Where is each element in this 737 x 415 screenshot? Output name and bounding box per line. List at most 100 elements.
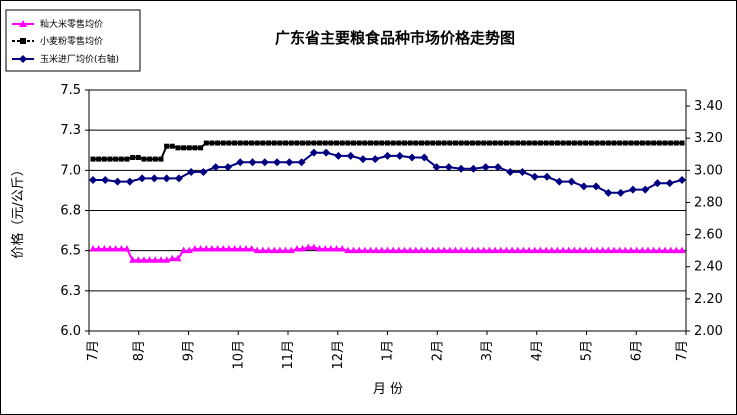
data-point bbox=[553, 246, 561, 254]
data-point bbox=[288, 140, 294, 146]
data-point bbox=[679, 140, 685, 146]
data-point bbox=[215, 140, 221, 146]
left-tick-label: 6.5 bbox=[60, 244, 81, 259]
data-point bbox=[277, 140, 283, 146]
data-point bbox=[481, 140, 487, 146]
data-point bbox=[548, 246, 556, 254]
data-point bbox=[423, 246, 431, 254]
data-point bbox=[259, 246, 267, 254]
data-point bbox=[208, 245, 216, 252]
data-point bbox=[644, 246, 652, 254]
data-point bbox=[219, 245, 227, 252]
data-point bbox=[316, 245, 324, 252]
data-point bbox=[611, 140, 617, 146]
data-point bbox=[579, 182, 588, 191]
data-point bbox=[384, 246, 391, 254]
legend-label-corn: 玉米进厂均价(右轴) bbox=[40, 53, 119, 65]
data-point bbox=[248, 245, 256, 252]
data-point bbox=[662, 140, 668, 146]
data-point bbox=[283, 140, 289, 146]
data-point bbox=[237, 140, 243, 146]
data-point bbox=[506, 167, 515, 176]
data-point bbox=[543, 172, 552, 181]
data-point bbox=[567, 177, 576, 186]
data-point bbox=[400, 246, 408, 254]
data-point bbox=[232, 140, 238, 146]
data-point bbox=[260, 140, 266, 146]
data-point bbox=[158, 156, 164, 162]
data-point bbox=[554, 140, 560, 146]
data-point bbox=[497, 246, 505, 254]
data-point bbox=[389, 246, 397, 254]
data-point bbox=[432, 163, 441, 172]
data-point bbox=[163, 256, 171, 263]
y-axis-label: 价格（元/公斤） bbox=[10, 163, 26, 258]
data-point bbox=[187, 167, 196, 176]
data-point bbox=[282, 246, 290, 254]
data-point bbox=[441, 140, 447, 146]
data-point bbox=[594, 140, 600, 146]
data-point bbox=[434, 246, 442, 254]
data-point bbox=[372, 246, 380, 254]
legend-marker-rice bbox=[19, 20, 27, 27]
data-point bbox=[202, 245, 210, 252]
data-point bbox=[101, 156, 107, 162]
data-point bbox=[424, 140, 430, 146]
data-point bbox=[468, 246, 476, 254]
data-point bbox=[530, 172, 539, 181]
data-point bbox=[310, 243, 318, 250]
data-point bbox=[333, 245, 341, 252]
data-point bbox=[622, 140, 628, 146]
data-point bbox=[294, 140, 300, 146]
data-point bbox=[673, 140, 679, 146]
data-point bbox=[169, 143, 175, 149]
data-point bbox=[412, 246, 420, 254]
data-point bbox=[604, 188, 613, 197]
left-tick-label: 7.0 bbox=[60, 163, 81, 178]
data-point bbox=[89, 245, 97, 252]
data-point bbox=[378, 246, 386, 254]
data-point bbox=[583, 140, 589, 146]
data-point bbox=[266, 140, 272, 146]
data-point bbox=[150, 174, 159, 183]
data-point bbox=[140, 256, 148, 263]
data-point bbox=[536, 246, 544, 254]
data-point bbox=[168, 254, 176, 262]
data-point bbox=[124, 156, 130, 162]
x-axis-label: 月 份 bbox=[373, 382, 403, 397]
data-point bbox=[358, 155, 367, 164]
data-point bbox=[390, 140, 396, 146]
data-point bbox=[413, 140, 419, 146]
data-point bbox=[464, 140, 470, 146]
x-tick-label: 7月 bbox=[86, 340, 101, 361]
data-point bbox=[361, 246, 369, 254]
data-point bbox=[668, 140, 674, 146]
data-point bbox=[191, 245, 199, 252]
data-point bbox=[492, 140, 498, 146]
data-point bbox=[576, 246, 584, 254]
data-point bbox=[543, 140, 549, 146]
data-point bbox=[339, 140, 345, 146]
data-point bbox=[457, 246, 465, 254]
data-point bbox=[485, 246, 493, 254]
data-point bbox=[408, 153, 417, 162]
right-tick-label: 3.20 bbox=[694, 131, 723, 146]
series-0 bbox=[89, 243, 686, 263]
data-point bbox=[509, 140, 515, 146]
data-point bbox=[634, 140, 640, 146]
data-point bbox=[650, 246, 658, 254]
x-tick-label: 10月 bbox=[231, 340, 246, 370]
data-point bbox=[276, 246, 284, 254]
data-point bbox=[627, 246, 635, 254]
data-point bbox=[199, 167, 208, 176]
data-point bbox=[152, 156, 158, 162]
x-tick-label: 1月 bbox=[381, 340, 396, 361]
data-point bbox=[125, 177, 134, 186]
data-point bbox=[371, 155, 380, 164]
data-point bbox=[638, 246, 646, 254]
data-point bbox=[355, 246, 363, 254]
data-point bbox=[429, 246, 437, 254]
data-point bbox=[588, 140, 594, 146]
data-point bbox=[90, 156, 96, 162]
